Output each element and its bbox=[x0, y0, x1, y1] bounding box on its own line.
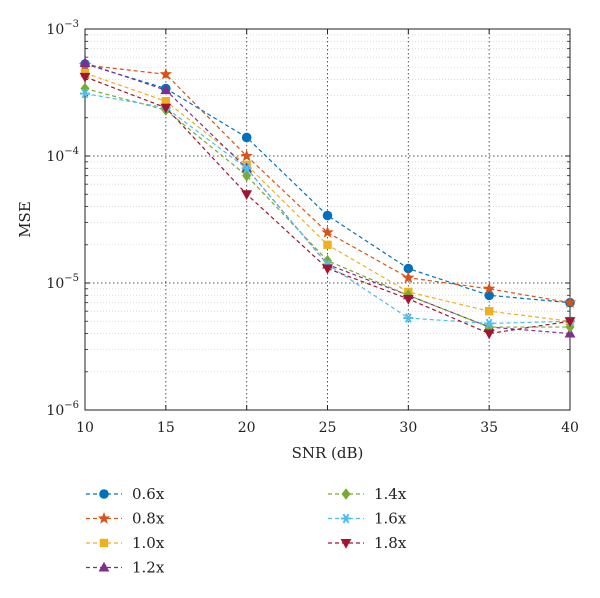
legend-item-1.6x: 1.6x bbox=[328, 510, 407, 528]
data-point bbox=[160, 84, 172, 95]
legend-marker bbox=[99, 538, 109, 548]
series bbox=[78, 57, 577, 340]
x-tick-label: 20 bbox=[238, 420, 256, 436]
legend-label: 0.8x bbox=[132, 510, 165, 528]
data-point bbox=[484, 306, 494, 316]
legend-label: 1.0x bbox=[132, 534, 165, 552]
y-tick-base: 10 bbox=[46, 149, 64, 165]
y-tick-label: 10−4 bbox=[46, 146, 79, 165]
y-axis-label: MSE bbox=[16, 201, 34, 238]
x-tick-label: 25 bbox=[319, 420, 337, 436]
data-point bbox=[484, 318, 495, 329]
data-point bbox=[240, 149, 253, 162]
legend-marker bbox=[98, 561, 110, 572]
data-point bbox=[484, 290, 494, 301]
y-tick-exp: −5 bbox=[64, 273, 79, 284]
data-point bbox=[159, 67, 173, 80]
legend-label: 1.4x bbox=[374, 485, 407, 503]
legend-item-1.2x: 1.2x bbox=[86, 559, 165, 577]
data-point bbox=[403, 263, 414, 274]
data-point bbox=[161, 97, 171, 106]
y-tick-label: 10−6 bbox=[46, 400, 79, 419]
data-point bbox=[241, 190, 253, 201]
data-point bbox=[403, 313, 414, 323]
y-tick-base: 10 bbox=[46, 276, 64, 292]
x-axis-label: SNR (dB) bbox=[292, 444, 364, 462]
x-tick-label: 10 bbox=[76, 420, 94, 436]
data-point bbox=[79, 57, 91, 67]
series-line bbox=[84, 87, 570, 328]
y-tick-base: 10 bbox=[46, 22, 64, 38]
y-tick-exp: −6 bbox=[64, 400, 79, 411]
data-point bbox=[241, 132, 252, 143]
data-point bbox=[80, 88, 90, 99]
x-tick-label: 35 bbox=[480, 420, 498, 436]
data-point bbox=[482, 282, 496, 295]
legend-label: 1.6x bbox=[374, 510, 407, 528]
legend-marker bbox=[340, 539, 352, 549]
legend-marker bbox=[341, 488, 351, 500]
y-tick-base: 10 bbox=[46, 403, 64, 419]
data-point bbox=[79, 72, 91, 83]
data-point bbox=[483, 329, 495, 340]
legend-label: 1.2x bbox=[132, 559, 165, 577]
data-point bbox=[160, 103, 172, 114]
data-point bbox=[241, 163, 252, 174]
data-point bbox=[565, 321, 575, 333]
data-point bbox=[402, 294, 414, 305]
x-tick-label: 15 bbox=[157, 420, 175, 436]
legend: 0.6x 0.8x 1.0x 1.2x 1.4x 1.6x 1.8x bbox=[86, 485, 407, 577]
data-point bbox=[321, 225, 334, 238]
y-tick-label: 10−5 bbox=[46, 273, 79, 292]
data-point bbox=[564, 317, 576, 328]
legend-label: 1.8x bbox=[374, 534, 407, 552]
legend-item-0.8x: 0.8x bbox=[86, 510, 165, 528]
data-point bbox=[323, 240, 332, 249]
y-tick-exp: −4 bbox=[64, 146, 79, 157]
legend-marker bbox=[97, 512, 111, 524]
y-tick-label: 10−3 bbox=[46, 19, 79, 38]
legend-marker bbox=[341, 513, 351, 524]
data-point bbox=[402, 271, 415, 283]
legend-item-0.6x: 0.6x bbox=[86, 485, 165, 503]
x-tick-label: 30 bbox=[399, 420, 417, 436]
legend-marker bbox=[99, 489, 109, 499]
x-tick-label: 40 bbox=[561, 420, 579, 436]
data-point bbox=[322, 264, 333, 275]
legend-item-1.8x: 1.8x bbox=[328, 534, 407, 552]
series-1.8x bbox=[79, 72, 576, 340]
data-point bbox=[563, 296, 577, 308]
legend-label: 0.6x bbox=[132, 485, 165, 503]
y-tick-exp: −3 bbox=[64, 19, 79, 30]
legend-item-1.0x: 1.0x bbox=[86, 534, 165, 552]
data-point bbox=[322, 210, 333, 221]
legend-item-1.4x: 1.4x bbox=[328, 485, 407, 503]
